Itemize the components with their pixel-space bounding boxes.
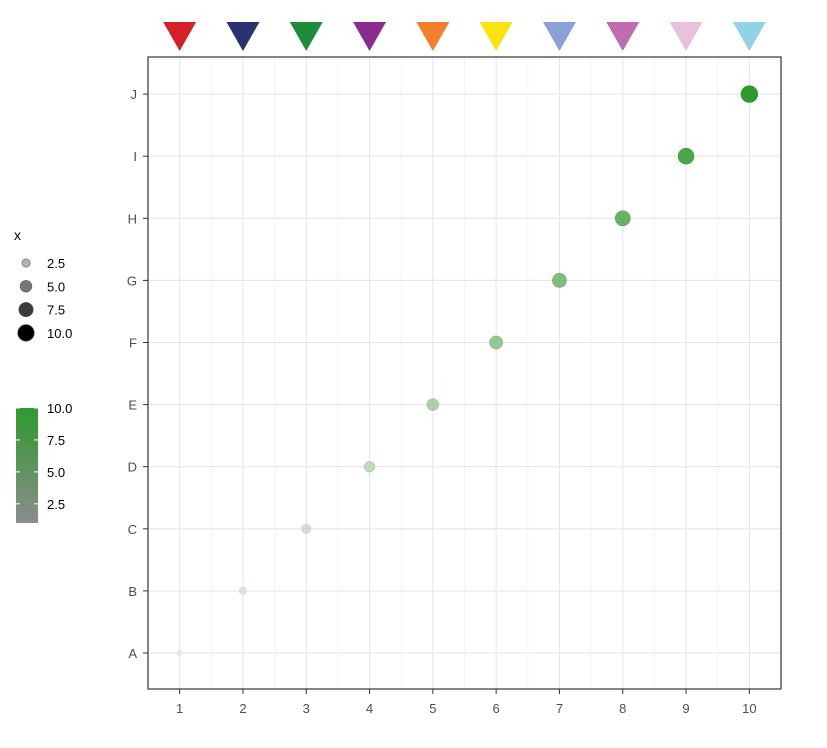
top-triangle-marker (226, 22, 260, 51)
data-point (426, 398, 440, 411)
x-tick-label: 10 (742, 701, 756, 716)
y-axis: A B C D E F G H I J (127, 87, 148, 661)
x-tick-label: 3 (303, 701, 310, 716)
top-triangle-markers (163, 22, 766, 51)
top-triangle-marker (542, 22, 576, 51)
top-triangle-marker (163, 22, 197, 51)
data-point (363, 461, 376, 473)
top-triangle-marker (289, 22, 323, 51)
x-tick-label: 6 (493, 701, 500, 716)
data-point (740, 85, 759, 103)
color-legend-label: 2.5 (47, 497, 65, 512)
top-triangle-marker (732, 22, 766, 51)
y-tick-label: C (128, 522, 137, 537)
top-triangle-marker (606, 22, 640, 51)
size-legend-label: 5.0 (47, 279, 65, 294)
size-legend-label: 7.5 (47, 303, 65, 318)
color-legend: 2.5 5.0 7.5 10.0 (16, 401, 72, 523)
x-tick-label: 1 (176, 701, 183, 716)
y-tick-label: D (128, 460, 137, 475)
data-point (489, 335, 503, 350)
x-tick-label: 9 (682, 701, 689, 716)
plot-panel-border (147, 56, 782, 690)
data-point (552, 273, 567, 288)
x-tick-label: 4 (366, 701, 373, 716)
data-points (176, 85, 759, 657)
x-tick-label: 2 (239, 701, 246, 716)
x-axis: 1 2 3 4 5 6 7 8 9 10 (176, 689, 757, 716)
top-triangle-marker (416, 22, 450, 51)
y-tick-label: B (128, 584, 137, 599)
y-tick-label: H (128, 211, 137, 226)
y-tick-label: E (128, 398, 137, 413)
top-triangle-marker (669, 22, 703, 51)
color-legend-label: 7.5 (47, 433, 65, 448)
size-legend-label: 2.5 (47, 256, 65, 271)
x-tick-label: 7 (556, 701, 563, 716)
top-triangle-marker (353, 22, 387, 51)
color-legend-label: 10.0 (47, 401, 72, 416)
data-point (677, 147, 695, 165)
data-point (301, 523, 312, 534)
size-legend: x 2.5 5.0 7.5 10.0 (14, 227, 72, 342)
data-point (176, 649, 183, 657)
data-point (238, 586, 248, 596)
size-legend-key (18, 302, 34, 318)
y-tick-label: I (133, 149, 137, 164)
top-triangle-marker (479, 22, 513, 51)
size-legend-label: 10.0 (47, 326, 72, 341)
y-tick-label: A (128, 646, 137, 661)
size-legend-key (21, 258, 31, 268)
size-legend-key (19, 280, 33, 293)
y-tick-label: G (127, 273, 137, 288)
color-legend-bar (16, 408, 38, 523)
size-legend-title: x (14, 227, 21, 243)
x-tick-label: 5 (429, 701, 436, 716)
y-tick-label: J (131, 87, 138, 102)
data-point (614, 210, 631, 227)
color-legend-label: 5.0 (47, 465, 65, 480)
y-tick-label: F (129, 336, 137, 351)
x-tick-label: 8 (619, 701, 626, 716)
grid-lines (148, 57, 781, 689)
size-legend-key (17, 324, 35, 342)
